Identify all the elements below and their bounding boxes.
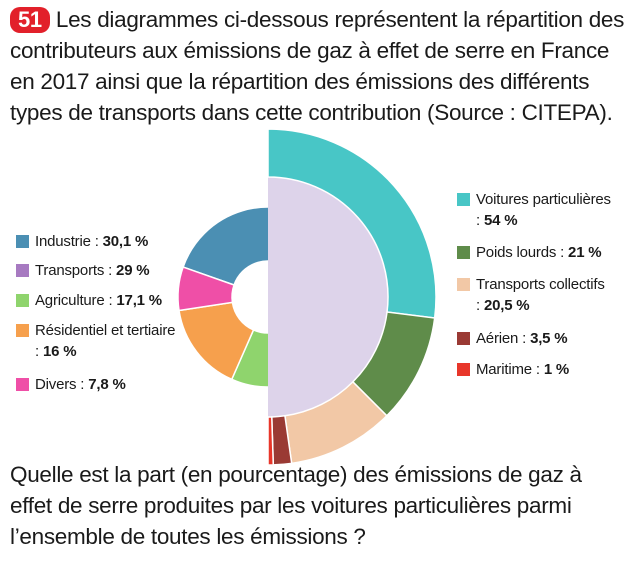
legend-value: 7,8 % (88, 376, 126, 393)
legend-label: Voitures particulières : (476, 191, 611, 229)
legend-item-aerien: Aérien : 3,5 % (457, 328, 568, 349)
legend-value: 21 % (568, 244, 602, 261)
legend-label: Transports collectifs : (476, 276, 605, 314)
legend-swatch (457, 246, 470, 259)
legend-value: 3,5 % (530, 330, 568, 347)
legend-value: 17,1 % (116, 292, 162, 309)
exercise-statement: 51 Les diagrammes ci-dessous représentent… (10, 4, 625, 128)
legend-swatch (457, 332, 470, 345)
legend-item-residentiel: Résidentiel et tertiaire : 16 % (16, 320, 176, 362)
legend-label: Industrie : (35, 233, 103, 250)
legend-swatch (16, 294, 29, 307)
legend-item-maritime: Maritime : 1 % (457, 359, 569, 380)
legend-item-transports: Transports : 29 % (16, 260, 150, 281)
legend-label: Maritime : (476, 361, 544, 378)
legend-item-poids-lourds: Poids lourds : 21 % (457, 242, 602, 263)
question-text: Quelle est la part (en pourcentage) des … (10, 462, 582, 549)
slice-divers (177, 266, 236, 312)
legend-label: Divers : (35, 376, 89, 393)
intro-text: Les diagrammes ci-dessous représentent l… (10, 7, 625, 125)
legend-value: 1 % (543, 361, 570, 378)
legend-item-divers: Divers : 7,8 % (16, 374, 126, 395)
transports-detail-band (268, 177, 388, 417)
legend-item-agriculture: Agriculture : 17,1 % (16, 290, 162, 311)
legend-item-voitures: Voitures particulières : 54 % (457, 189, 617, 231)
legend-item-industrie: Industrie : 30,1 % (16, 231, 148, 252)
legend-value: 54 % (483, 212, 518, 229)
legend-swatch (16, 378, 29, 391)
legend-value: 29 % (116, 262, 150, 279)
legend-value: 30,1 % (102, 233, 149, 250)
legend-swatch (16, 235, 29, 248)
legend-value: 16 % (42, 343, 77, 360)
legend-label: Agriculture : (35, 292, 117, 309)
transports-band-fill (268, 177, 388, 417)
legend-item-transports-collectifs: Transports collectifs : 20,5 % (457, 274, 607, 316)
legend-swatch (457, 363, 470, 376)
legend-label: Transports : (35, 262, 117, 279)
legend-swatch (16, 324, 29, 337)
arc-maritime (267, 416, 275, 466)
legend-label: Aérien : (476, 330, 531, 347)
legend-label: Poids lourds : (476, 244, 569, 261)
exercise-number-badge: 51 (10, 7, 50, 33)
legend-label: Résidentiel et tertiaire : (35, 322, 176, 360)
transports-arc-ring (267, 128, 437, 466)
legend-swatch (457, 278, 470, 291)
legend-swatch (16, 264, 29, 277)
legend-swatch (457, 193, 470, 206)
legend-value: 20,5 % (483, 297, 530, 314)
